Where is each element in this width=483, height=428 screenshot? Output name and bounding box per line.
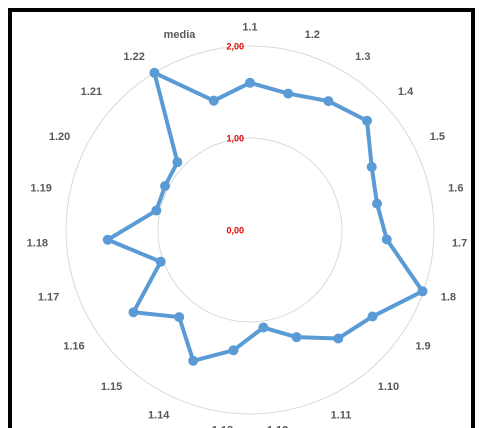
data-point bbox=[172, 157, 183, 168]
category-label: 1.2 bbox=[305, 29, 320, 41]
category-label: 1.6 bbox=[448, 183, 463, 195]
data-point bbox=[366, 161, 377, 172]
data-point bbox=[128, 307, 139, 318]
category-label: 1.13 bbox=[212, 424, 233, 428]
data-point bbox=[361, 115, 372, 126]
y-tick-label: 1,00 bbox=[226, 133, 244, 143]
category-label: 1.3 bbox=[355, 51, 370, 63]
data-point bbox=[333, 333, 344, 344]
y-tick-label: 0,00 bbox=[226, 225, 244, 235]
data-point bbox=[174, 312, 185, 323]
data-point bbox=[188, 355, 199, 366]
category-label: 1.4 bbox=[398, 86, 414, 98]
data-point bbox=[291, 332, 302, 343]
category-label: 1.18 bbox=[27, 238, 48, 250]
frame bbox=[8, 8, 475, 428]
category-label: 1.11 bbox=[331, 410, 352, 422]
grid bbox=[65, 45, 435, 415]
data-point bbox=[151, 205, 162, 216]
data-point bbox=[228, 345, 239, 356]
plot: 0,00 1,00 2,00 1.1 1.2 1.3 1.4 1.5 1.6 1.7 1.8 1.9 1… bbox=[27, 22, 468, 428]
category-label: 1.5 bbox=[430, 131, 445, 143]
y-tick-label: 2,00 bbox=[226, 41, 244, 51]
data-point bbox=[417, 286, 428, 297]
category-label: 1.10 bbox=[378, 381, 399, 393]
category-label: 1.20 bbox=[49, 131, 70, 143]
data-point bbox=[208, 95, 219, 106]
category-label: 1.15 bbox=[101, 381, 122, 393]
category-label: 1.22 bbox=[123, 51, 144, 63]
category-label: 1.21 bbox=[81, 86, 102, 98]
grid-ring bbox=[157, 137, 343, 323]
grid-ring bbox=[65, 45, 435, 415]
data-point bbox=[102, 234, 113, 245]
category-label: 1.8 bbox=[441, 292, 456, 304]
category-label: 1.16 bbox=[63, 341, 84, 353]
category-label: 1.1 bbox=[242, 22, 257, 34]
category-label: media bbox=[164, 29, 197, 41]
category-label: 1.14 bbox=[148, 410, 170, 422]
category-label: 1.9 bbox=[415, 341, 430, 353]
data-point bbox=[245, 77, 255, 88]
data-point bbox=[381, 234, 392, 245]
data-point bbox=[367, 311, 378, 322]
data-point bbox=[155, 256, 166, 267]
category-label: 1.19 bbox=[30, 183, 51, 195]
data-point bbox=[160, 180, 171, 191]
category-label: 1.17 bbox=[38, 292, 59, 304]
data-point bbox=[323, 96, 334, 107]
data-point bbox=[283, 88, 294, 99]
data-point bbox=[258, 322, 269, 333]
data-point bbox=[372, 198, 383, 209]
category-label: 1.12 bbox=[267, 424, 288, 428]
data-point bbox=[149, 67, 160, 78]
category-label: 1.7 bbox=[452, 238, 467, 250]
